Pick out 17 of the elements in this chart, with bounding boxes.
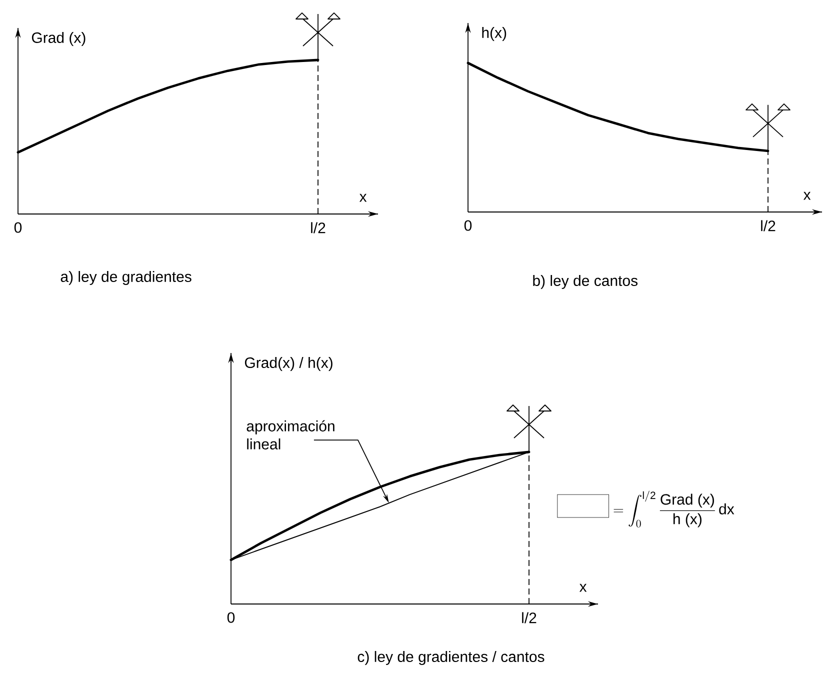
- x-tick-label: 0: [227, 612, 235, 623]
- y-axis-title: h(x): [482, 27, 506, 41]
- text: b) ley de cantos: [533, 275, 638, 289]
- text: $\fbox{\rule{0pt}{1.1em}\hspace{3em}} = \int_{0}^{\mathrm{l/2}} \frac{\mbox{Grad (x)}}{\mbox{h (x)}}\,\mbox{dx}$: [557, 490, 734, 528]
- y-axis-title: Grad (x): [32, 32, 86, 46]
- x-tick-label: l/2: [522, 612, 536, 624]
- x-axis-title: x: [803, 192, 811, 200]
- text: aproximación lineal: [246, 420, 334, 450]
- text: a) ley de gradientes: [60, 271, 192, 285]
- x-tick-label: l/2: [311, 222, 326, 234]
- x-tick-label: 0: [14, 222, 22, 233]
- x-tick-label: 0: [464, 220, 472, 231]
- text: c) ley de gradientes / cantos: [358, 651, 544, 665]
- x-axis-title: x: [359, 194, 367, 202]
- x-axis-title: x: [579, 584, 587, 592]
- x-tick-label: l/2: [761, 220, 776, 232]
- y-axis-title: Grad(x) / h(x): [244, 357, 332, 371]
